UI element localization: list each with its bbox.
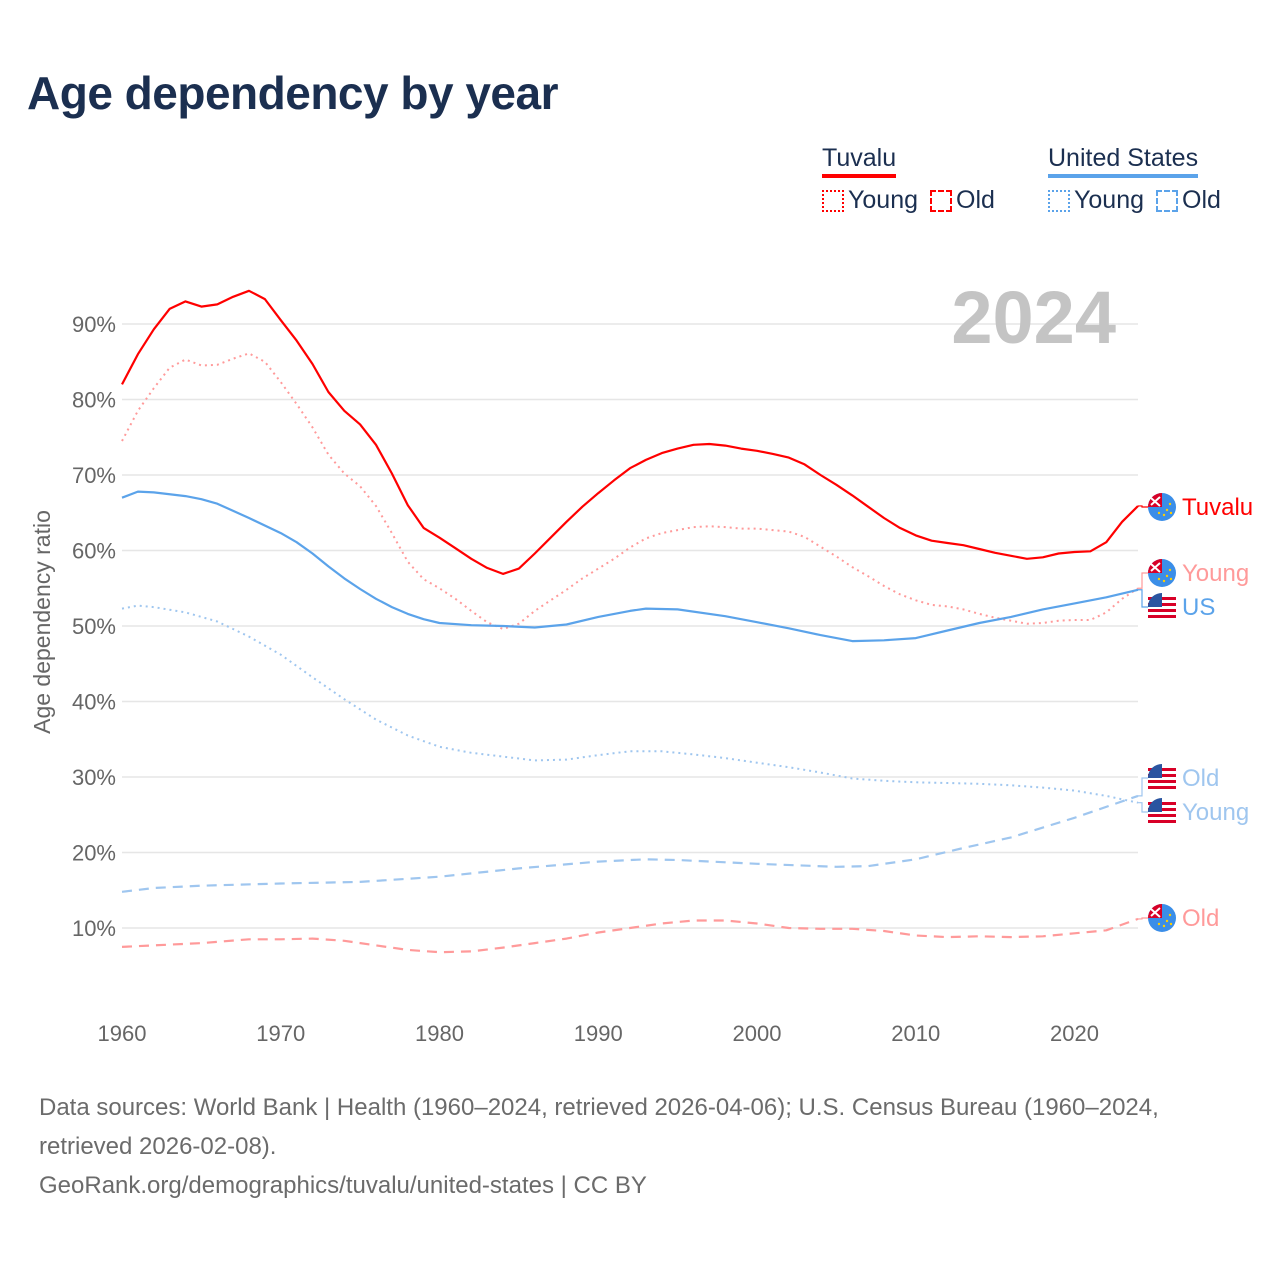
y-tick-label: 50% [72, 614, 116, 639]
flag-stripe [1148, 609, 1176, 612]
flag-stripe [1148, 780, 1176, 783]
flag-star [1168, 913, 1172, 917]
legend-label: Young [848, 186, 918, 214]
tuvalu-flag-icon [1148, 493, 1176, 521]
tuvalu-flag-icon [1148, 559, 1176, 587]
series-line-united-states-young [121, 604, 1139, 804]
data-sources: Data sources: World Bank | Health (1960–… [39, 1094, 1159, 1160]
y-tick-label: 80% [72, 388, 116, 413]
y-tick-label: 60% [72, 539, 116, 564]
flag-cross [1150, 562, 1161, 573]
legend-label: Young [1074, 186, 1144, 214]
y-axis-label: Age dependency ratio [29, 510, 55, 734]
us-flag-icon [1148, 763, 1176, 792]
series-line-united-states-old [121, 794, 1139, 893]
y-tick-label: 90% [72, 312, 116, 337]
label-connector [1138, 505, 1148, 508]
dotted-swatch-icon [822, 189, 844, 212]
flag-star [1157, 922, 1161, 926]
dashed-swatch-icon [1156, 189, 1178, 212]
label-connector [1138, 572, 1148, 589]
end-label: Old [1182, 905, 1219, 932]
legend-label: Old [956, 186, 995, 214]
chart-title: Age dependency by year [27, 67, 558, 119]
us-flag-icon [1148, 592, 1176, 621]
flag-stripe [1148, 820, 1176, 823]
flag-star [1165, 508, 1169, 512]
flag-cross [1150, 496, 1161, 507]
x-tick-label: 2010 [891, 1021, 940, 1046]
x-tick-label: 2020 [1050, 1021, 1099, 1046]
flag-star [1157, 577, 1161, 581]
flag-star [1162, 579, 1166, 583]
y-tick-label: 70% [72, 463, 116, 488]
end-label: Tuvalu [1182, 494, 1253, 521]
end-label: Old [1182, 765, 1219, 792]
x-tick-label: 2000 [733, 1021, 782, 1046]
series-line-tuvalu-young [121, 352, 1139, 630]
end-labels: Tuvalu Young Old US Young Old [1138, 493, 1253, 932]
flag-star [1168, 502, 1172, 506]
legend-item-tuvalu-old[interactable]: Old [930, 186, 995, 215]
flag-canton [1148, 592, 1162, 607]
y-tick-label: 20% [72, 841, 116, 866]
series-line-tuvalu-old [121, 917, 1139, 954]
y-tick-label: 40% [72, 690, 116, 715]
flag-star [1169, 511, 1173, 515]
series-line-united-states [121, 490, 1139, 643]
series-lines [121, 289, 1139, 954]
credit-link[interactable]: GeoRank.org/demographics/tuvalu/united-s… [39, 1172, 647, 1199]
legend-group-united-states[interactable]: United States Young Old [1048, 144, 1221, 215]
flag-stripe [1148, 814, 1176, 817]
flag-canton [1148, 763, 1162, 778]
label-connector [1138, 777, 1148, 797]
end-label: US [1182, 594, 1215, 621]
end-label: Young [1182, 560, 1249, 587]
flag-star [1168, 568, 1172, 572]
flag-cross [1150, 907, 1161, 918]
flag-stripe [1148, 615, 1176, 618]
x-tick-label: 1970 [256, 1021, 305, 1046]
label-connector [1138, 802, 1148, 813]
tuvalu-flag-icon [1148, 904, 1176, 932]
us-flag-icon [1148, 797, 1176, 826]
flag-canton [1148, 797, 1162, 812]
legend-group-tuvalu[interactable]: Tuvalu Young Old [822, 144, 995, 215]
flag-star [1169, 577, 1173, 581]
dotted-swatch-icon [1048, 189, 1070, 212]
legend-label: Old [1182, 186, 1221, 214]
y-tick-label: 30% [72, 765, 116, 790]
x-tick-label: 1980 [415, 1021, 464, 1046]
flag-star [1157, 511, 1161, 515]
flag-star [1162, 924, 1166, 928]
year-watermark: 2024 [951, 276, 1116, 359]
flag-star [1169, 922, 1173, 926]
flag-star [1162, 513, 1166, 517]
legend-item-us-old[interactable]: Old [1156, 186, 1221, 215]
flag-star [1165, 574, 1169, 578]
flag-star [1165, 919, 1169, 923]
label-connector [1138, 917, 1148, 920]
legend-title-tuvalu[interactable]: Tuvalu [822, 144, 897, 178]
label-connector [1138, 589, 1148, 608]
footer: Data sources: World Bank | Health (1960–… [39, 1088, 1249, 1205]
y-tick-label: 10% [72, 916, 116, 941]
end-label: Young [1182, 799, 1249, 826]
legend-item-tuvalu-young[interactable]: Young [822, 186, 918, 215]
x-tick-label: 1960 [98, 1021, 147, 1046]
x-tick-label: 1990 [574, 1021, 623, 1046]
grid: 10% 20% 30% 40% 50% 60% 70% 80% 90% 1960 1970 1980 1… [72, 312, 1138, 1046]
legend-item-us-young[interactable]: Young [1048, 186, 1144, 215]
legend-title-united-states[interactable]: United States [1048, 144, 1199, 178]
line-chart: 10% 20% 30% 40% 50% 60% 70% 80% 90% 1960 1970 1980 1… [29, 276, 1253, 1046]
series-line-tuvalu [121, 289, 1139, 575]
dashed-swatch-icon [930, 189, 952, 212]
flag-stripe [1148, 786, 1176, 789]
